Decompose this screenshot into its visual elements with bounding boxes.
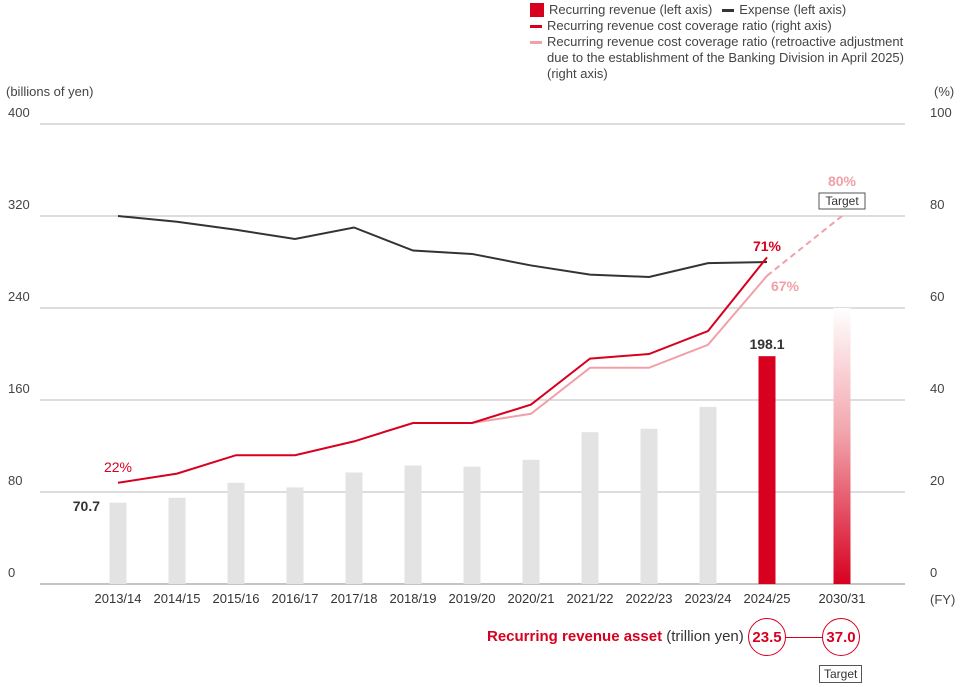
asset-target-tag: Target	[819, 665, 863, 683]
x-tick-label: 2019/20	[449, 591, 496, 606]
target-tag-label: Target	[825, 194, 859, 208]
data-label-ratio-first: 22%	[104, 459, 132, 475]
x-tick-label: 2013/14	[95, 591, 142, 606]
left-tick-label: 240	[8, 289, 30, 304]
legend-swatch-ratio	[530, 24, 542, 28]
bar-2013/14	[109, 502, 127, 584]
bar-2024/25	[758, 356, 776, 584]
asset-target: 37.0	[822, 618, 860, 656]
bar-2030/31	[833, 308, 851, 584]
target-tag-box	[818, 192, 866, 210]
legend-adjusted: Recurring revenue cost coverage ratio (r…	[547, 34, 904, 81]
right-tick-label: 40	[930, 381, 944, 396]
x-axis-unit: (FY)	[930, 592, 956, 607]
data-label-target-ratio: 80%	[828, 173, 857, 189]
left-tick-label: 160	[8, 381, 30, 396]
bar-2019/20	[463, 466, 481, 584]
legend-expense: Expense (left axis)	[739, 2, 847, 17]
x-tick-label: 2014/15	[154, 591, 201, 606]
right-tick-label: 0	[930, 565, 937, 580]
legend-ratio: Recurring revenue cost coverage ratio (r…	[547, 18, 832, 33]
left-tick-label: 80	[8, 473, 22, 488]
legend-recurring-revenue: Recurring revenue (left axis)	[549, 2, 713, 17]
x-tick-label: 2015/16	[213, 591, 260, 606]
bar-2021/22	[581, 432, 599, 584]
asset-current: 23.5	[748, 618, 786, 656]
right-tick-label: 80	[930, 197, 944, 212]
x-tick-label: 2017/18	[331, 591, 378, 606]
left-axis-label: (billions of yen)	[6, 84, 94, 99]
left-tick-label: 400	[8, 105, 30, 120]
x-tick-label: 2021/22	[567, 591, 614, 606]
legend-swatch-expense	[722, 8, 735, 12]
legend: Recurring revenue (left axis) Expense (l…	[530, 2, 927, 82]
x-tick-label: 2024/25	[744, 591, 791, 606]
bar-2022/23	[640, 428, 658, 584]
bar-2017/18	[345, 472, 363, 584]
right-axis-label: (%)	[934, 84, 955, 99]
bar-2014/15	[168, 497, 186, 584]
right-tick-label: 20	[930, 473, 944, 488]
expense-line	[117, 215, 768, 278]
asset-title: Recurring revenue asset (trillion yen)	[487, 628, 744, 645]
x-tick-label: 2020/21	[508, 591, 555, 606]
asset-unit: (trillion yen)	[666, 628, 744, 645]
data-label-bar-first: 70.7	[73, 498, 100, 514]
data-label-adjusted-2024: 67%	[771, 278, 800, 294]
adjusted-ratio-line-target	[766, 215, 843, 277]
data-label-ratio-2024: 71%	[753, 238, 782, 254]
x-tick-label: 2018/19	[390, 591, 437, 606]
x-tick-label: 2030/31	[819, 591, 866, 606]
bar-2016/17	[286, 487, 304, 584]
asset-connector	[785, 637, 825, 638]
legend-swatch-adjusted	[530, 41, 542, 44]
right-tick-label: 60	[930, 289, 944, 304]
x-tick-label: 2023/24	[685, 591, 732, 606]
bar-2018/19	[404, 465, 422, 584]
bar-2020/21	[522, 459, 540, 584]
left-tick-label: 0	[8, 565, 15, 580]
x-tick-label: 2022/23	[626, 591, 673, 606]
ratio-line	[117, 256, 768, 484]
legend-swatch-recurring-revenue	[530, 3, 544, 17]
asset-title-text: Recurring revenue asset	[487, 628, 663, 645]
x-tick-label: 2016/17	[272, 591, 319, 606]
left-tick-label: 320	[8, 197, 30, 212]
bar-2023/24	[699, 406, 717, 584]
bar-2015/16	[227, 482, 245, 584]
adjusted-ratio-line	[471, 275, 768, 424]
right-tick-label: 100	[930, 105, 952, 120]
data-label-bar-2024: 198.1	[749, 336, 784, 352]
